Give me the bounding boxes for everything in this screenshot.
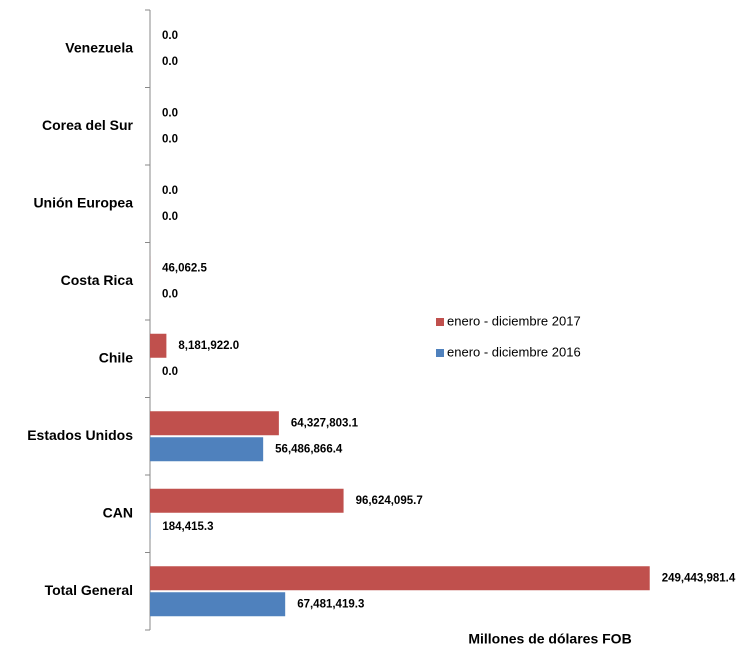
data-label: 0.0 [162,30,178,42]
data-label: 56,486,866.4 [275,443,343,455]
category-label: Unión Europea [33,194,133,210]
legend-swatch [436,318,444,326]
data-label: 0.0 [162,107,178,119]
data-label: 8,181,922.0 [178,340,239,352]
data-label: 0.0 [162,185,178,197]
category-label: Costa Rica [61,272,134,288]
data-label: 0.0 [162,133,178,145]
category-label: CAN [103,504,133,520]
data-label: 184,415.3 [162,521,213,533]
category-label: Chile [99,349,133,365]
legend-swatch [436,349,444,357]
bar [150,411,279,436]
x-axis-title: Millones de dólares FOB [468,631,631,647]
bar [150,333,167,358]
data-label: 96,624,095.7 [356,495,423,507]
category-label: Total General [45,582,133,598]
data-label: 0.0 [162,366,178,378]
data-label: 0.0 [162,288,178,300]
bar [150,592,286,617]
legend-label: enero - diciembre 2017 [447,313,581,328]
category-label: Corea del Sur [42,117,134,133]
category-label: Estados Unidos [27,427,133,443]
bar [150,566,650,591]
data-label: 46,062.5 [162,262,207,274]
bar [150,437,264,462]
data-label: 64,327,803.1 [291,417,359,429]
category-label: Venezuela [65,39,133,55]
data-label: 249,443,981.4 [662,572,736,584]
data-label: 0.0 [162,211,178,223]
legend-label: enero - diciembre 2016 [447,344,581,359]
data-label: 67,481,419.3 [297,598,364,610]
bar [150,488,344,513]
data-label: 0.0 [162,56,178,68]
